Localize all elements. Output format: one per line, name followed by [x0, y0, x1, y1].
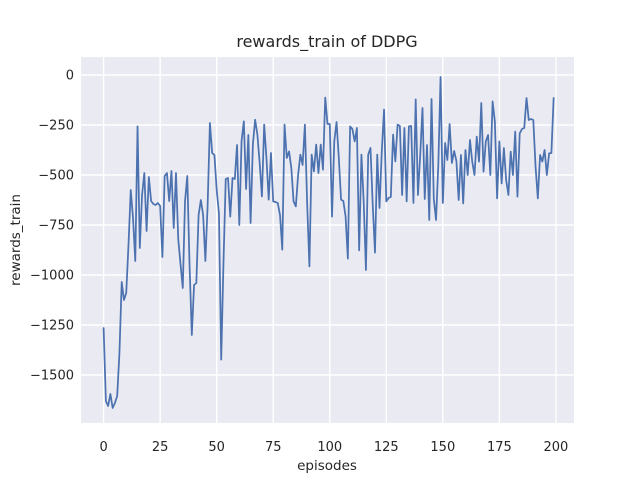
- chart-title: rewards_train of DDPG: [236, 32, 417, 52]
- series-line-rewards_train: [102, 76, 555, 409]
- x-tick-label: 200: [543, 440, 568, 455]
- y-tick-label: −1000: [30, 269, 74, 284]
- y-tick-label: −500: [38, 169, 74, 184]
- x-axis-label: episodes: [297, 458, 357, 474]
- y-tick-label: −750: [38, 219, 74, 234]
- x-tick-label: 100: [317, 440, 342, 455]
- x-tick-label: 75: [265, 440, 282, 455]
- y-tick-label: −1250: [30, 319, 74, 334]
- x-tick-label: 175: [487, 440, 512, 455]
- y-tick-label: −250: [38, 119, 74, 134]
- x-tick-label: 25: [152, 440, 169, 455]
- plot-layer: 0 25 50 75 100 125 150 175 200 0 −250 −500 −750 −1000…: [30, 57, 574, 455]
- y-axis-label: rewards_train: [8, 194, 24, 286]
- x-tick-label: 50: [208, 440, 225, 455]
- x-tick-label: 150: [430, 440, 455, 455]
- x-tick-label: 125: [374, 440, 399, 455]
- y-tick-label: 0: [66, 69, 74, 84]
- y-tick-label: −1500: [30, 369, 74, 384]
- x-tick-label: 0: [99, 440, 107, 455]
